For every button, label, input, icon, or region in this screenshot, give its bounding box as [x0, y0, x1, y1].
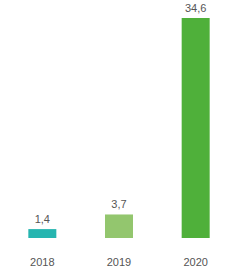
- bar: [105, 214, 133, 238]
- bar: [28, 229, 56, 238]
- x-tick-label: 2019: [107, 256, 131, 268]
- data-label: 1,4: [35, 213, 50, 225]
- chart-svg: 1,4 2018 3,7 2019 34,6 2020: [0, 0, 238, 278]
- x-tick-label: 2018: [30, 256, 54, 268]
- bar: [182, 18, 210, 238]
- data-label: 34,6: [185, 2, 206, 14]
- data-label: 3,7: [111, 198, 126, 210]
- bars: [28, 18, 209, 238]
- chart-container: 1,4 2018 3,7 2019 34,6 2020: [0, 0, 238, 278]
- labels: 1,4 2018 3,7 2019 34,6 2020: [30, 2, 208, 268]
- x-tick-label: 2020: [183, 256, 207, 268]
